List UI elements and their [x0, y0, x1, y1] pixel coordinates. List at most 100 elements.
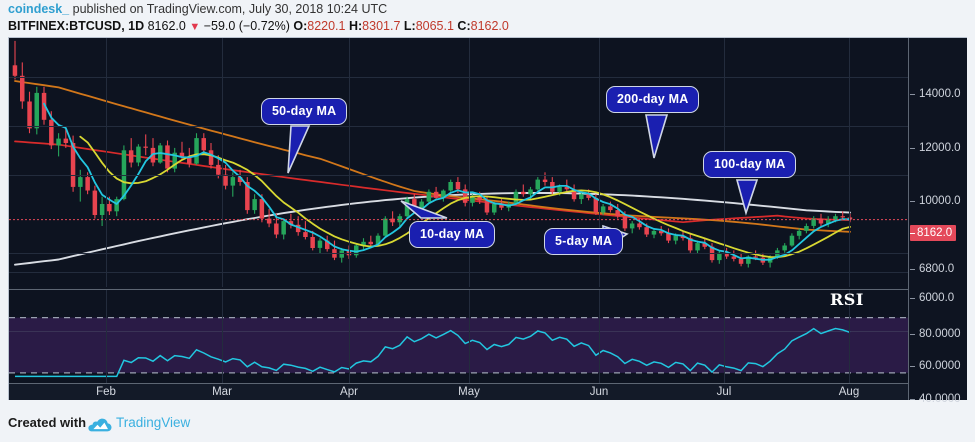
candle-body — [317, 240, 323, 248]
price-axis[interactable]: 14000.0 12000.0 10000.0 8162.0 6800.0 6000.0 8… — [908, 38, 967, 405]
candle-body — [63, 138, 69, 143]
candle-body — [245, 182, 250, 211]
candle-body — [600, 206, 606, 213]
high-value: 8301.7 — [362, 19, 401, 33]
tradingview-brand-label[interactable]: TradingView — [116, 415, 191, 430]
candle-body — [571, 189, 577, 200]
axis-tick-mark — [910, 269, 915, 270]
candle-body — [288, 221, 294, 225]
chart-container[interactable]: 50-day MA 200-day MA 100-day MA 10-day M… — [8, 37, 967, 405]
candle-body — [121, 150, 127, 200]
candle-body — [644, 227, 649, 235]
candle-body — [731, 256, 737, 259]
grid-line-vertical — [106, 38, 107, 287]
candle-body — [615, 210, 620, 217]
candle-body — [775, 250, 780, 258]
candle-body — [252, 199, 257, 211]
candle-body — [208, 150, 214, 165]
chart-footer: Created with TradingView — [0, 404, 975, 442]
callout-ma200[interactable]: 200-day MA — [606, 86, 700, 113]
rsi-axis-tick-label: 80.0000 — [919, 328, 961, 340]
candle-body — [237, 177, 243, 182]
price-axis-tick-label: 6000.0 — [919, 292, 955, 304]
candle-body — [441, 190, 446, 198]
callout-ma5[interactable]: 5-day MA — [544, 228, 624, 255]
candle-body — [477, 196, 482, 201]
chart-header: coindesk_ published on TradingView.com, … — [0, 0, 975, 36]
candle-body — [165, 145, 170, 169]
grid-line-horizontal — [9, 77, 908, 78]
candle-body — [804, 226, 809, 231]
candle-body — [702, 243, 707, 247]
grid-line-vertical — [849, 38, 850, 287]
candle-body — [325, 240, 330, 250]
candle-body — [12, 65, 18, 76]
ma5-line — [43, 102, 851, 261]
candle-body — [295, 224, 301, 233]
callout-ma50[interactable]: 50-day MA — [261, 98, 348, 125]
candle-body — [158, 145, 163, 163]
symbol-label[interactable]: BITFINEX:BTCUSD, 1D — [8, 19, 145, 33]
candle-body — [412, 199, 417, 208]
candle-body — [85, 177, 90, 191]
candle-body — [782, 245, 787, 251]
chart-panes[interactable]: 50-day MA 200-day MA 100-day MA 10-day M… — [9, 38, 908, 383]
grid-line-horizontal — [9, 253, 908, 254]
close-label: C: — [457, 19, 471, 33]
candle-body — [789, 235, 795, 246]
grid-line-horizontal — [9, 126, 908, 127]
callout-ma10[interactable]: 10-day MA — [409, 221, 496, 248]
created-with-label: Created with — [8, 415, 87, 430]
candle-body — [41, 92, 47, 120]
candle-body — [484, 200, 490, 213]
candle-body — [535, 179, 540, 190]
candle-body — [354, 245, 359, 256]
candle-body — [107, 204, 112, 212]
rsi-label: RSI — [830, 290, 864, 309]
candle-body — [56, 138, 61, 146]
price-axis-tick-label: 10000.0 — [919, 195, 961, 207]
candle-body — [266, 218, 272, 224]
author-name[interactable]: coindesk_ — [8, 2, 70, 16]
candle-body — [840, 216, 845, 218]
grid-line-vertical — [222, 38, 223, 287]
low-value: 8065.1 — [415, 19, 454, 33]
grid-line-vertical — [106, 290, 107, 383]
axis-tick-mark — [910, 366, 915, 367]
callout-ma100[interactable]: 100-day MA — [703, 151, 797, 178]
candle-body — [230, 177, 236, 186]
candle-body — [223, 174, 228, 186]
rsi-pane[interactable] — [9, 289, 908, 383]
time-axis[interactable]: Feb Mar Apr May Jun Jul Aug — [9, 383, 908, 400]
candle-body — [579, 194, 584, 200]
time-axis-tick-label: Feb — [96, 386, 116, 398]
candle-body — [390, 218, 395, 223]
open-label: O: — [293, 19, 308, 33]
candle-body — [833, 216, 838, 220]
grid-line-vertical — [469, 290, 470, 383]
last-price-tag: 8162.0 — [910, 225, 957, 241]
candle-body — [738, 258, 744, 264]
candle-body — [528, 189, 533, 195]
axis-tick-mark — [910, 148, 915, 149]
time-axis-tick-label: Apr — [340, 386, 358, 398]
candle-body — [826, 219, 831, 224]
axis-tick-mark — [910, 298, 915, 299]
candle-body — [462, 189, 468, 203]
candle-body — [717, 252, 722, 261]
price-axis-tick-label: 14000.0 — [919, 88, 961, 100]
price-plot — [9, 40, 908, 268]
candle-body — [796, 230, 802, 236]
candle-body — [281, 221, 286, 235]
candle-body — [361, 241, 366, 246]
down-triangle-icon: ▼ — [189, 21, 201, 33]
grid-line-vertical — [349, 38, 350, 287]
candle-body — [216, 164, 221, 175]
candle-body — [179, 152, 185, 157]
price-change-value: −59.0 (−0.72%) — [203, 19, 290, 33]
candle-body — [521, 191, 526, 195]
candle-body — [49, 119, 54, 146]
candle-body — [651, 230, 657, 235]
candle-body — [637, 223, 642, 228]
